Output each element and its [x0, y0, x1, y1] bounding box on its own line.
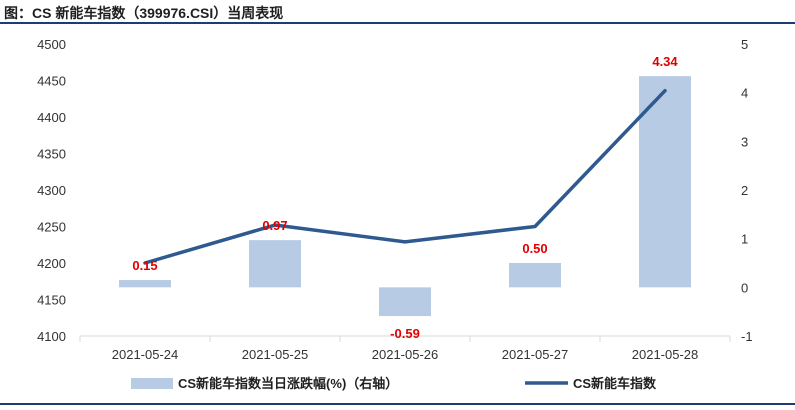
line-point — [403, 240, 407, 244]
y-right-tick-label: 2 — [741, 183, 748, 198]
legend-label-bar: CS新能车指数当日涨跌幅(%)（右轴） — [178, 376, 398, 391]
y-left-tick-label: 4300 — [37, 183, 66, 198]
y-left-tick-label: 4500 — [37, 37, 66, 52]
bar-data-label: 0.97 — [262, 218, 287, 233]
y-right-tick-label: 3 — [741, 134, 748, 149]
y-right-tick-label: 1 — [741, 232, 748, 247]
bar-data-label: 0.50 — [522, 241, 547, 256]
y-left-tick-label: 4250 — [37, 220, 66, 235]
x-tick-label: 2021-05-24 — [112, 347, 179, 362]
y-left-tick-label: 4400 — [37, 110, 66, 125]
y-left-tick-label: 4100 — [37, 329, 66, 344]
x-tick-label: 2021-05-26 — [372, 347, 439, 362]
y-left-tick-label: 4350 — [37, 147, 66, 162]
bar — [249, 240, 301, 288]
title-divider — [0, 22, 795, 24]
line-point — [143, 261, 147, 265]
x-tick-label: 2021-05-27 — [502, 347, 569, 362]
legend-swatch-bar — [131, 378, 173, 389]
legend-label-line: CS新能车指数 — [573, 376, 657, 391]
y-left-tick-label: 4200 — [37, 256, 66, 271]
bar — [379, 287, 431, 317]
bar-data-label: -0.59 — [390, 326, 420, 341]
bar — [119, 280, 171, 288]
y-right-tick-label: 5 — [741, 37, 748, 52]
x-tick-label: 2021-05-28 — [632, 347, 699, 362]
line-series — [143, 88, 667, 265]
y-left-tick-label: 4150 — [37, 293, 66, 308]
y-right-tick-label: 4 — [741, 86, 748, 101]
bottom-divider — [0, 403, 795, 405]
x-tick-label: 2021-05-25 — [242, 347, 309, 362]
bar — [509, 263, 561, 288]
line-point — [533, 225, 537, 228]
y-right-tick-label: 0 — [741, 280, 748, 295]
y-right-tick-label: -1 — [741, 329, 753, 344]
bar-data-label: 4.34 — [652, 54, 678, 69]
chart-title: 图：CS 新能车指数（399976.CSI）当周表现 — [4, 5, 284, 21]
line-point — [273, 223, 277, 227]
y-left-tick-label: 4450 — [37, 74, 66, 89]
line-point — [663, 89, 667, 93]
bar-data-label: 0.15 — [132, 258, 157, 273]
